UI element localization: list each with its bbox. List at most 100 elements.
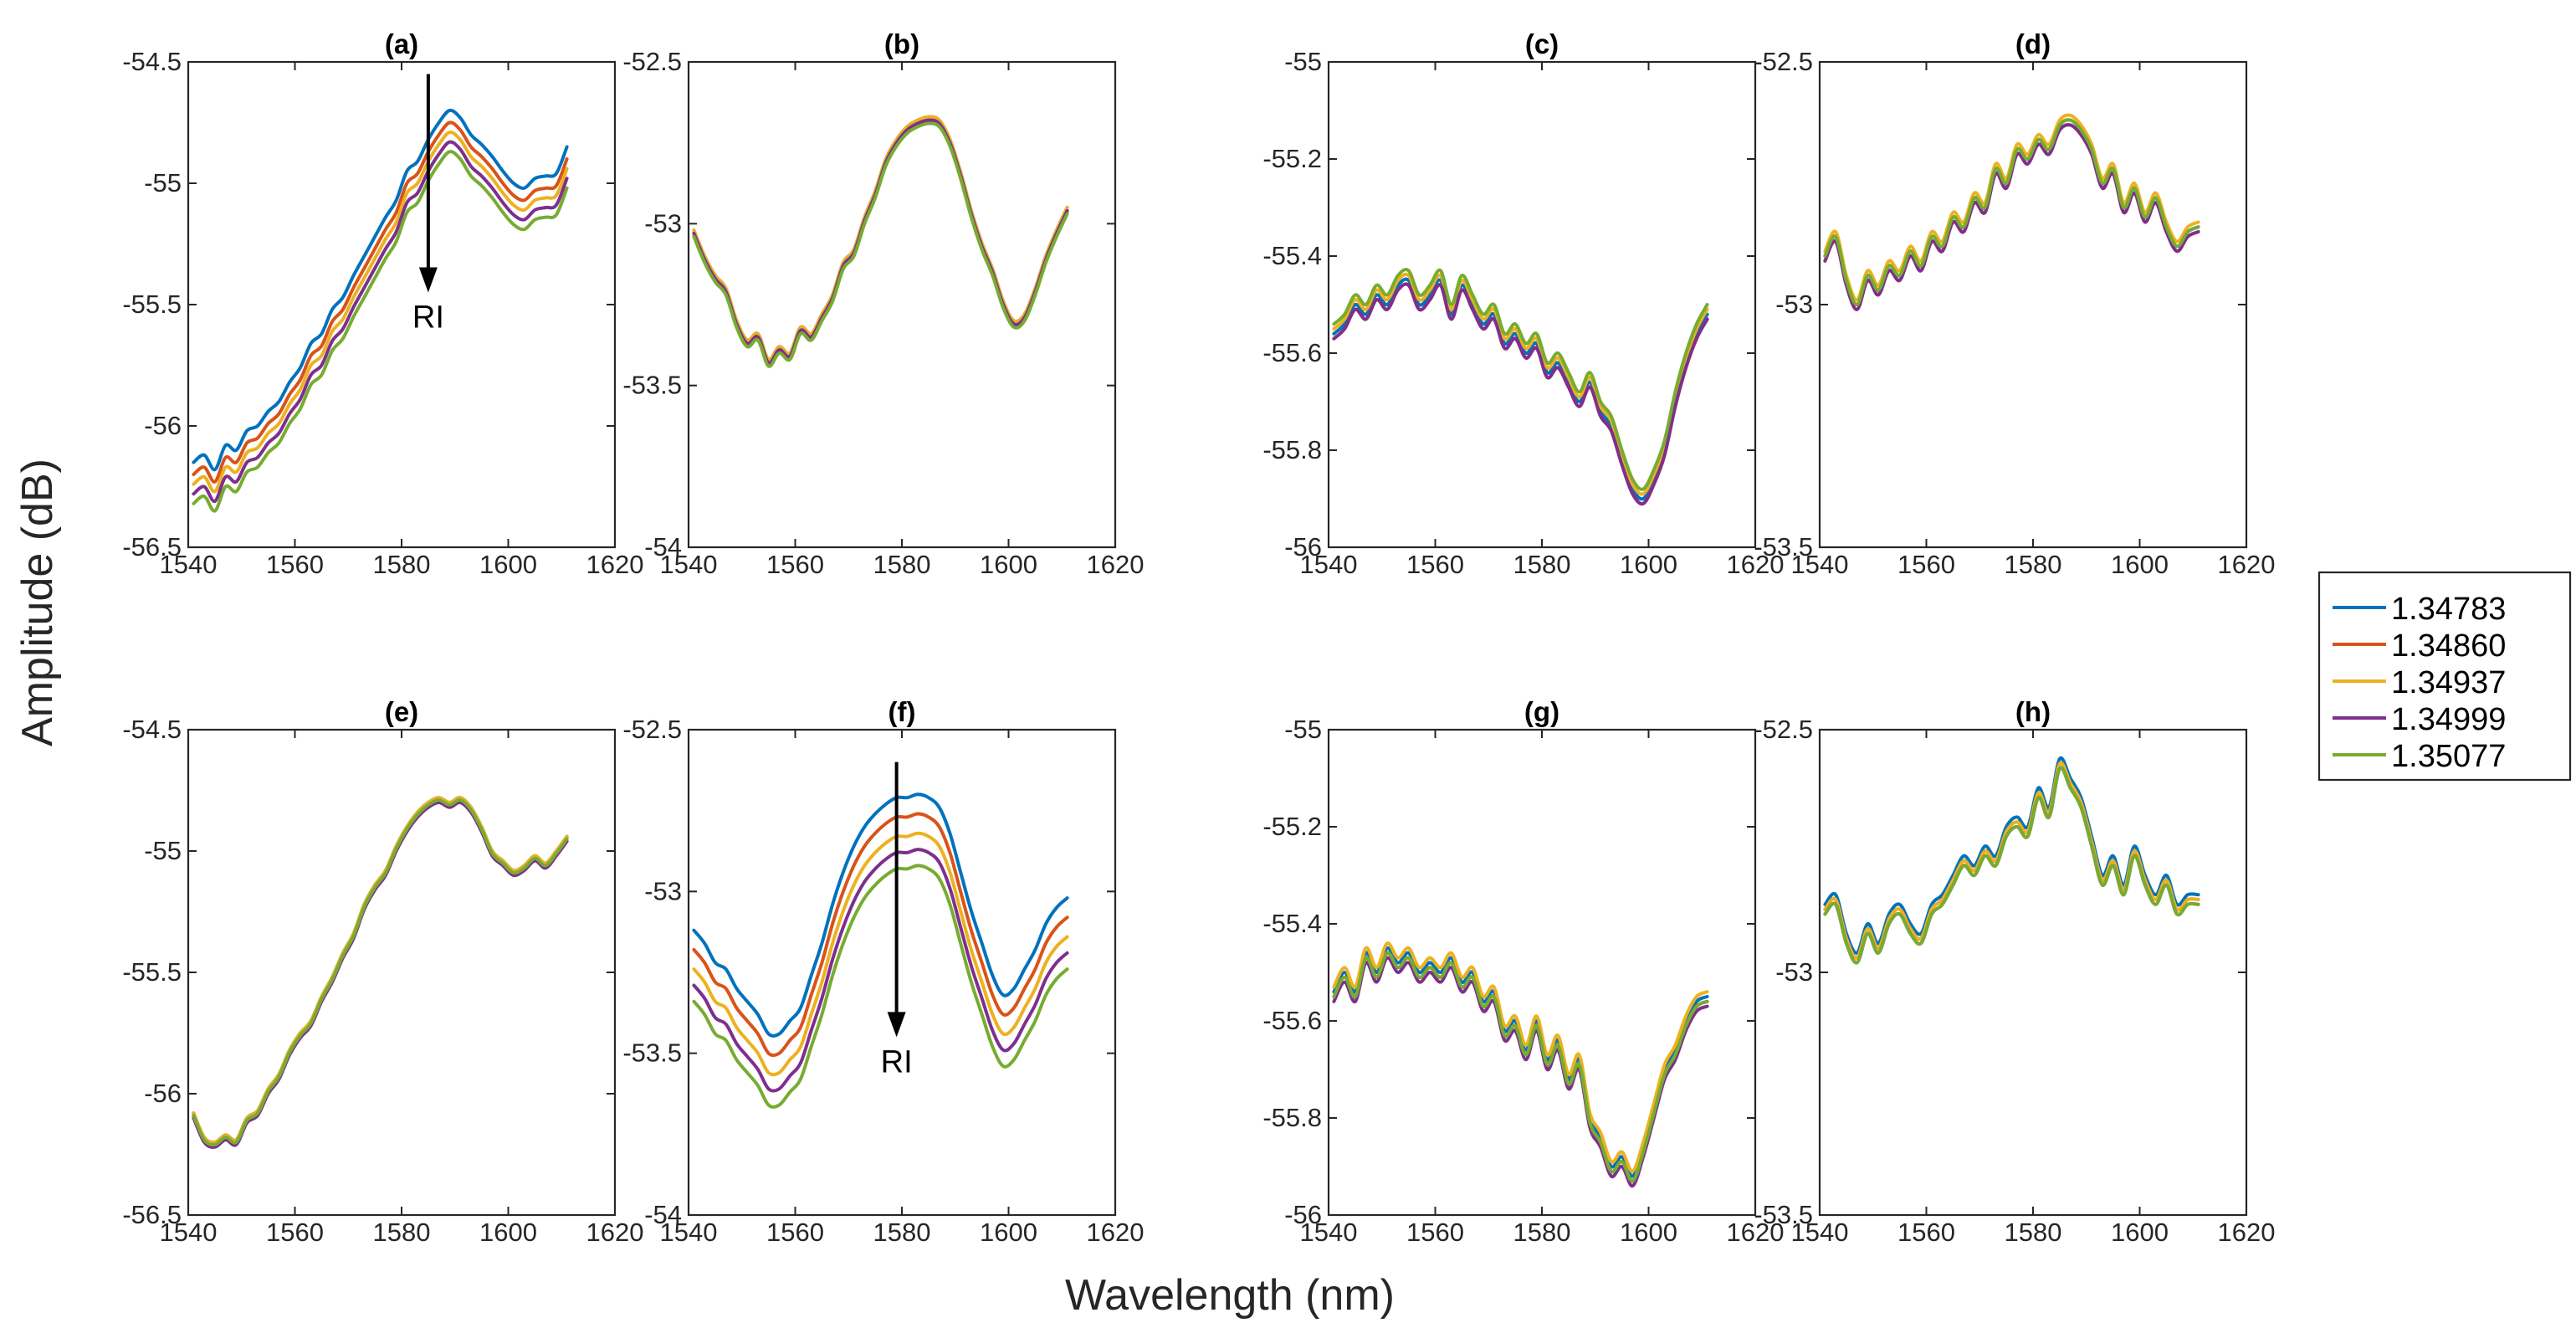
panel-4-x-tick-label: 1620	[2218, 550, 2276, 579]
panel-8-series-1.34937	[1823, 761, 2200, 960]
panel-6-series-1.34999	[692, 848, 1069, 1093]
panel-1-x-tick-label: 1620	[586, 550, 644, 579]
panel-6-arrow-head	[887, 1012, 906, 1038]
panel-6-y-tick-label: -53	[644, 876, 682, 905]
panel-7-title: (g)	[1524, 696, 1559, 727]
panel-4-frame	[1818, 60, 2248, 549]
panel-3-y-tick-label: -55.6	[1262, 338, 1322, 367]
panel-5-series-1.34999	[192, 800, 569, 1149]
panel-5-x-tick-label: 1540	[160, 1218, 218, 1247]
panel-1-x-tick-label: 1580	[373, 550, 431, 579]
panel-6-series-1.34860	[692, 812, 1069, 1058]
panel-1-series-group	[192, 108, 569, 513]
panel-1-y-tick-label: -55.5	[122, 290, 182, 319]
panel-7-x-tick-label: 1560	[1406, 1218, 1464, 1247]
panel-6: 1540 1560 1580 1600 1620 -54 -53.5 -53 -52.5 (f) R…	[622, 696, 1144, 1247]
panel-5-title: (e)	[385, 696, 418, 727]
panel-6-x-tick-label: 1560	[766, 1218, 824, 1247]
panel-3-y-tick-label: -55.4	[1262, 241, 1322, 270]
panel-7-series-1.34999	[1332, 956, 1709, 1188]
panel-2-x-tick-label: 1600	[980, 550, 1037, 579]
panel-1-arrow-head	[418, 267, 438, 293]
panel-4-title: (d)	[2015, 28, 2051, 59]
panel-3-y-tick-label: -55.8	[1262, 435, 1322, 464]
panel-7-y-tick-label: -55.8	[1262, 1103, 1322, 1132]
panel-7-series-group	[1332, 941, 1709, 1188]
panel-2-y-tick-label: -54	[644, 532, 682, 561]
panel-8-x-tick-label: 1560	[1897, 1218, 1955, 1247]
panel-5-y-tick-label: -56	[144, 1079, 182, 1108]
panel-2-x-tick-label: 1540	[660, 550, 718, 579]
panel-1-x-tick-label: 1600	[479, 550, 537, 579]
panel-4-y-tick-label: -53.5	[1754, 532, 1813, 561]
legend: 1.34783 1.34860 1.34937 1.34999 1.35077	[2317, 571, 2572, 782]
panel-6-y-tick-label: -53.5	[622, 1038, 682, 1068]
panel-1-y-tick-label: -55	[144, 168, 182, 197]
panel-2-x-tick-label: 1620	[1087, 550, 1145, 579]
panel-2-x-tick-label: 1560	[766, 550, 824, 579]
panel-6-series-1.34937	[692, 831, 1069, 1077]
panel-1-x-tick-label: 1540	[160, 550, 218, 579]
panel-3-series-1.34937	[1332, 272, 1709, 496]
panel-6-arrow-label: RI	[881, 1044, 913, 1079]
panel-5-series-group	[192, 796, 569, 1149]
panel-1-y-tick-label: -56	[144, 411, 182, 440]
panel-4-x-tick-label: 1540	[1791, 550, 1849, 579]
panel-6-x-tick-label: 1600	[980, 1218, 1037, 1247]
panel-1: 1540 1560 1580 1600 1620 -56.5 -56 -55.5 -55 -54.…	[122, 28, 643, 579]
panel-8-y-tick-label: -53	[1775, 957, 1813, 987]
panel-7-y-tick-label: -56	[1284, 1200, 1322, 1229]
panel-5-x-tick-label: 1580	[373, 1218, 431, 1247]
panel-4-x-tick-label: 1580	[2005, 550, 2062, 579]
panel-1-y-tick-label: -54.5	[122, 47, 182, 76]
panel-6-x-tick-label: 1540	[660, 1218, 718, 1247]
panel-5-frame	[187, 728, 617, 1217]
panel-4-x-tick-label: 1560	[1897, 550, 1955, 579]
panel-3-x-tick-label: 1620	[1727, 550, 1785, 579]
panel-8-y-tick-label: -53.5	[1754, 1200, 1813, 1229]
legend-label-4: 1.34999	[2391, 702, 2506, 737]
panel-1-series-1.35077	[192, 150, 569, 513]
x-axis-label: Wavelength (nm)	[1065, 1271, 1395, 1320]
panel-5-x-tick-label: 1560	[266, 1218, 324, 1247]
panel-1-series-1.34937	[192, 130, 569, 494]
panel-8-series-group	[1823, 756, 2200, 965]
panel-4: 1540 1560 1580 1600 1620 -53.5 -53 -52.5 (d)	[1754, 28, 2275, 579]
panel-7-series-1.34860	[1332, 951, 1709, 1183]
legend-label-1: 1.34783	[2391, 592, 2506, 627]
panel-6-series-group	[692, 792, 1069, 1109]
panel-7-y-tick-label: -55	[1284, 715, 1322, 744]
panel-4-series-1.35077	[1823, 118, 2200, 306]
panel-5-series-1.34860	[192, 798, 569, 1147]
panel-1-title: (a)	[385, 28, 418, 59]
panel-3-series-1.34860	[1332, 282, 1709, 506]
panel-4-y-tick-label: -52.5	[1754, 47, 1813, 76]
panel-8-x-tick-label: 1620	[2218, 1218, 2276, 1247]
panel-3: 1540 1560 1580 1600 1620 -56 -55.8 -55.6 -55.4 -5…	[1262, 28, 1784, 579]
panel-8-series-1.35077	[1823, 766, 2200, 965]
panel-3-title: (c)	[1525, 28, 1559, 59]
panel-5-series-1.34783	[192, 796, 569, 1145]
panel-3-y-tick-label: -55	[1284, 47, 1322, 76]
panel-7-frame	[1327, 728, 1757, 1217]
panel-1-frame	[187, 60, 617, 549]
panel-5: 1540 1560 1580 1600 1620 -56.5 -56 -55.5 -55 -54.…	[122, 696, 643, 1247]
panel-4-x-tick-label: 1600	[2111, 550, 2169, 579]
panel-7-y-tick-label: -55.6	[1262, 1006, 1322, 1035]
panel-1-series-1.34783	[192, 108, 569, 472]
panel-3-x-tick-label: 1580	[1513, 550, 1571, 579]
panel-2-y-tick-label: -53.5	[622, 371, 682, 400]
panel-5-y-tick-label: -55	[144, 836, 182, 865]
panel-3-x-tick-label: 1560	[1406, 550, 1464, 579]
panel-6-title: (f)	[889, 696, 916, 727]
panel-3-series-1.34783	[1332, 277, 1709, 501]
panel-8: 1540 1560 1580 1600 1620 -53.5 -53 -52.5 (h)	[1754, 696, 2275, 1247]
panel-3-series-group	[1332, 268, 1709, 506]
panel-3-series-1.34999	[1332, 282, 1709, 506]
panel-1-y-tick-label: -56.5	[122, 532, 182, 561]
panel-3-x-tick-label: 1600	[1620, 550, 1677, 579]
panel-7-y-tick-label: -55.4	[1262, 909, 1322, 938]
panel-8-y-tick-label: -52.5	[1754, 715, 1813, 744]
panel-1-series-1.34860	[192, 120, 569, 484]
